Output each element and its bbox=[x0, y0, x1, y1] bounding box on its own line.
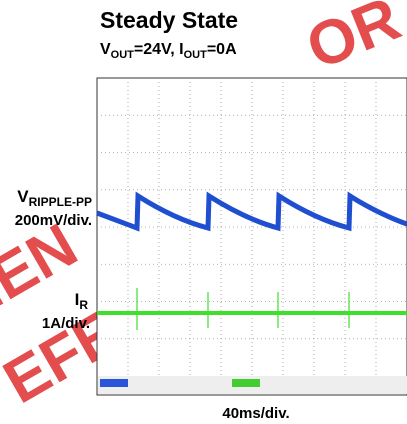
subtitle-part: =0A bbox=[207, 41, 237, 58]
page: OR IEN EFE Steady State VOUT=24V, IOUT=0… bbox=[0, 0, 407, 424]
label-sub: R bbox=[79, 298, 88, 312]
current-scale: 1A/div. bbox=[42, 315, 90, 332]
ripple-label: VRIPPLE-PP bbox=[17, 187, 92, 209]
label-main: V bbox=[17, 187, 29, 206]
time-scale: 40ms/div. bbox=[222, 405, 289, 422]
scope-screen bbox=[97, 78, 407, 395]
subtitle-part: =24V, I bbox=[134, 41, 184, 58]
current-label: IR bbox=[75, 290, 89, 312]
watermark-text: OR bbox=[297, 0, 407, 83]
figure: OR IEN EFE Steady State VOUT=24V, IOUT=0… bbox=[0, 0, 407, 424]
ch2-badge bbox=[232, 379, 260, 387]
ch1-badge bbox=[100, 379, 128, 387]
subtitle-sub: OUT bbox=[184, 49, 208, 61]
subtitle-sub: OUT bbox=[111, 49, 135, 61]
subtitle: VOUT=24V, IOUT=0A bbox=[100, 41, 237, 61]
title: Steady State bbox=[100, 7, 238, 33]
ripple-scale: 200mV/div. bbox=[15, 212, 92, 229]
subtitle-part: V bbox=[100, 41, 111, 58]
label-sub: RIPPLE-PP bbox=[29, 195, 92, 209]
